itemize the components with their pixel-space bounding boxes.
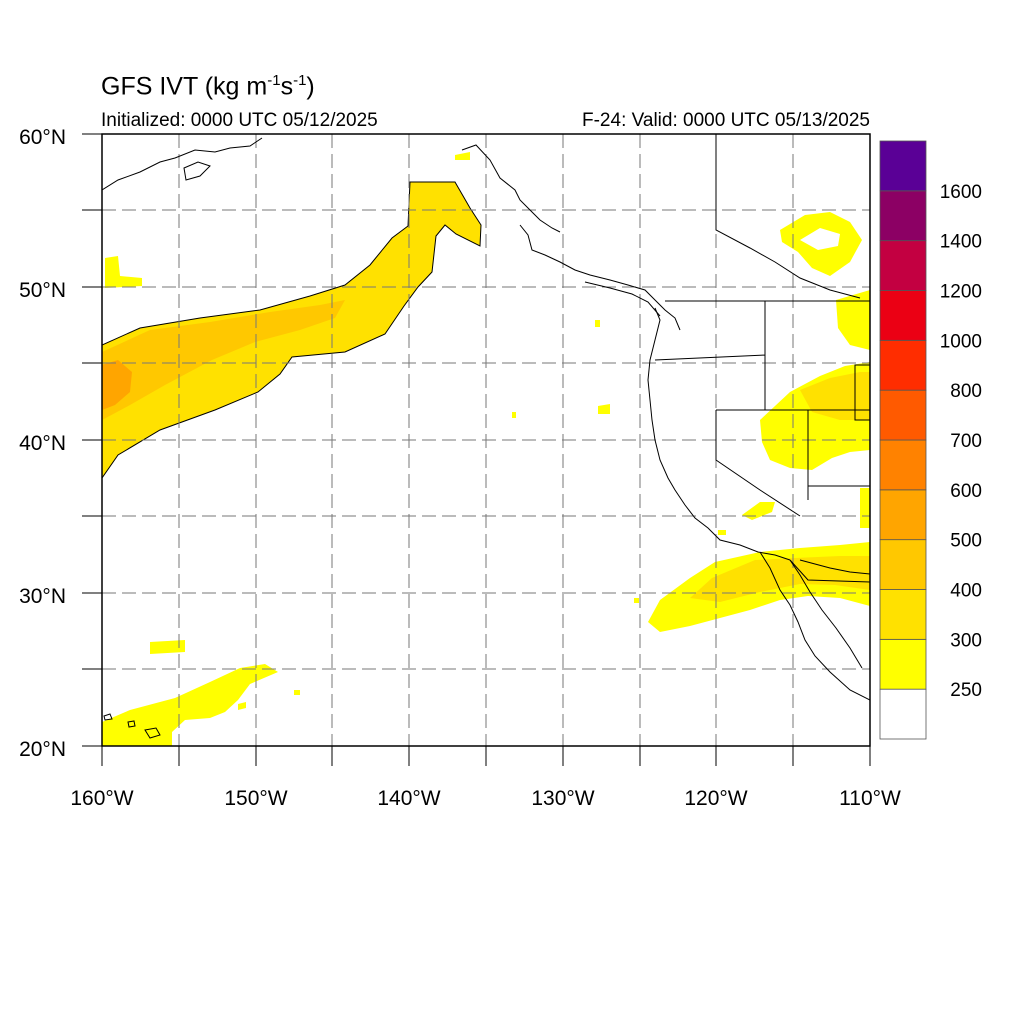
alaska-coast — [102, 137, 561, 233]
subtropical-moisture — [102, 664, 278, 746]
initialized-label: Initialized: 0000 UTC 05/12/2025 — [101, 110, 378, 131]
colorbar-swatch — [879, 539, 927, 590]
lat-label: 50°N — [19, 279, 66, 302]
latitude-labels: 20°N 30°N 40°N 50°N 60°N — [19, 126, 66, 761]
coastlines — [102, 134, 870, 739]
colorbar-label: 600 — [950, 481, 982, 502]
colorbar-labels: 250 300 400 500 600 700 800 1000 1200 1400 1600 — [940, 182, 982, 701]
colorbar-swatch — [879, 389, 927, 441]
lon-label: 130°W — [531, 787, 594, 810]
lon-label: 120°W — [684, 787, 747, 810]
colorbar-label: 1600 — [940, 182, 982, 203]
lon-label: 110°W — [839, 787, 901, 810]
colorbar-swatch — [879, 489, 927, 541]
colorbar-swatch — [879, 688, 927, 740]
lat-label: 30°N — [19, 585, 66, 608]
mexico-mainland — [799, 559, 870, 575]
colorbar-label: 1000 — [940, 331, 982, 352]
bc-coast — [519, 224, 681, 331]
map-gridlines — [102, 134, 870, 746]
colorbar-swatch — [879, 240, 927, 291]
colorbar-swatch — [879, 439, 927, 491]
atmospheric-river-core — [102, 300, 345, 420]
colorbar-label: 1400 — [940, 232, 982, 253]
colorbar-swatch — [879, 638, 927, 690]
colorbar-swatch — [879, 140, 927, 192]
lon-label: 140°W — [377, 787, 440, 810]
us-west-coast — [647, 307, 791, 561]
hawaii-islands — [103, 713, 161, 739]
colorbar-label: 500 — [950, 531, 982, 552]
colorbar-swatch — [879, 339, 927, 391]
colorbar-label: 300 — [950, 630, 982, 651]
lon-label: 150°W — [224, 787, 287, 810]
atmospheric-river-max — [102, 360, 132, 410]
lat-label: 40°N — [19, 432, 66, 455]
longitude-labels: 160°W 150°W 140°W 130°W 120°W 110°W — [70, 787, 901, 810]
colorbar-label: 250 — [950, 680, 982, 701]
colorbar-label: 800 — [950, 381, 982, 402]
lat-label: 60°N — [19, 126, 66, 149]
lat-label: 20°N — [19, 738, 66, 761]
colorbar-label: 700 — [950, 431, 982, 452]
state-borders — [654, 134, 870, 583]
ivt-shading — [102, 152, 870, 746]
baja-coast — [759, 551, 870, 701]
colorbar-label: 400 — [950, 581, 982, 602]
lon-label: 160°W — [70, 787, 133, 810]
colorbar-label: 1200 — [940, 282, 982, 303]
axis-ticks — [82, 133, 871, 766]
colorbar-swatch — [879, 290, 927, 341]
valid-time-label: F-24: Valid: 0000 UTC 05/13/2025 — [582, 110, 870, 131]
map-title: GFS IVT (kg m-1s-1) — [101, 72, 315, 101]
colorbar-swatch — [879, 589, 927, 640]
colorbar-swatch — [879, 190, 927, 242]
colorbar — [879, 140, 927, 740]
